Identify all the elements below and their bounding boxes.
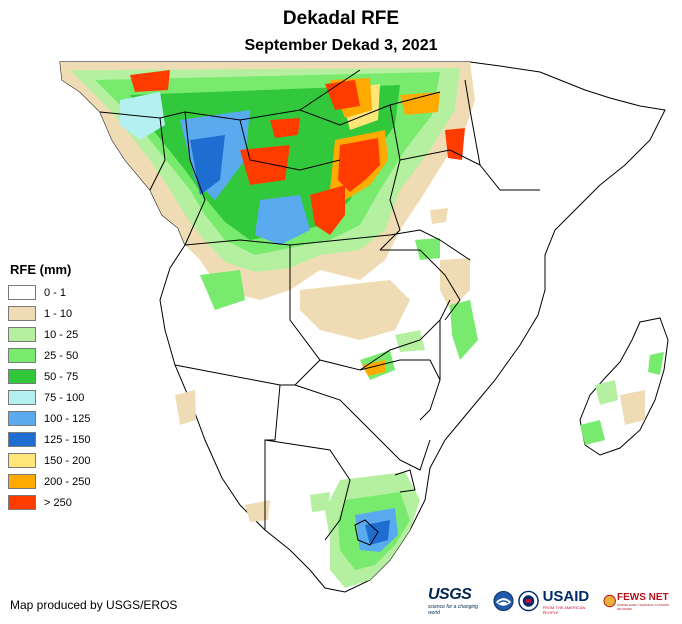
legend-label: 75 - 100 [44, 391, 85, 404]
legend-item: > 250 [8, 492, 90, 513]
map-credit: Map produced by USGS/EROS [10, 598, 178, 612]
agency-logos: USGS science for a changing world USAID … [428, 586, 682, 616]
legend-item: 0 - 1 [8, 282, 90, 303]
legend-title: RFE (mm) [10, 262, 72, 277]
legend-item: 125 - 150 [8, 429, 90, 450]
legend-item: 25 - 50 [8, 345, 90, 366]
noaa-emblem-icon [493, 590, 514, 612]
legend-label: 25 - 50 [44, 349, 79, 362]
usaid-tagline: FROM THE AMERICAN PEOPLE [542, 604, 586, 615]
legend-swatch [8, 432, 36, 447]
legend-label: 10 - 25 [44, 328, 79, 341]
fewsnet-tagline: FAMINE EARLY WARNING SYSTEMS NETWORK [617, 602, 669, 611]
legend-swatch [8, 453, 36, 468]
legend-item: 50 - 75 [8, 366, 90, 387]
legend-swatch [8, 390, 36, 405]
legend-label: 100 - 125 [44, 412, 91, 425]
usgs-logo: USGS science for a changing world [428, 586, 489, 616]
map-title: Dekadal RFE [282, 8, 400, 29]
legend-item: 150 - 200 [8, 450, 90, 471]
legend-item: 200 - 250 [8, 471, 90, 492]
legend-label: 125 - 150 [44, 433, 91, 446]
map-legend: RFE (mm) 0 - 1 1 - 10 10 - 25 25 - 50 50 - 7… [8, 262, 90, 513]
legend-swatch [8, 495, 36, 510]
legend-label: 50 - 75 [44, 370, 79, 383]
fewsnet-globe-icon [603, 594, 616, 608]
legend-item: 100 - 125 [8, 408, 90, 429]
map-subtitle: September Dekad 3, 2021 [244, 37, 438, 54]
legend-item: 10 - 25 [8, 324, 90, 345]
legend-swatch [8, 369, 36, 384]
legend-swatch [8, 285, 36, 300]
usaid-seal-icon [517, 590, 539, 612]
fewsnet-wordmark: FEWS NET [617, 591, 669, 603]
legend-label: 1 - 10 [44, 307, 73, 320]
legend-swatch [8, 306, 36, 321]
legend-item: 1 - 10 [8, 303, 90, 324]
legend-swatch [8, 327, 36, 342]
legend-label: 0 - 1 [44, 286, 67, 299]
legend-label: 200 - 250 [44, 475, 91, 488]
rainfall-map [59, 61, 669, 593]
madagascar-outline [579, 317, 669, 456]
legend-swatch [8, 411, 36, 426]
legend-swatch [8, 348, 36, 363]
rainfall-field [60, 62, 664, 588]
legend-item: 75 - 100 [8, 387, 90, 408]
legend-label: > 250 [44, 496, 72, 509]
legend-label: 150 - 200 [44, 454, 91, 467]
usaid-wordmark: USAID [542, 587, 590, 605]
usgs-wordmark: USGS [428, 586, 472, 603]
fewsnet-logo: FEWS NET FAMINE EARLY WARNING SYSTEMS NE… [616, 592, 682, 611]
usgs-tagline: science for a changing world [428, 604, 479, 616]
legend-swatch [8, 474, 36, 489]
country-borders [99, 69, 540, 546]
usaid-logo: USAID FROM THE AMERICAN PEOPLE [539, 588, 600, 615]
